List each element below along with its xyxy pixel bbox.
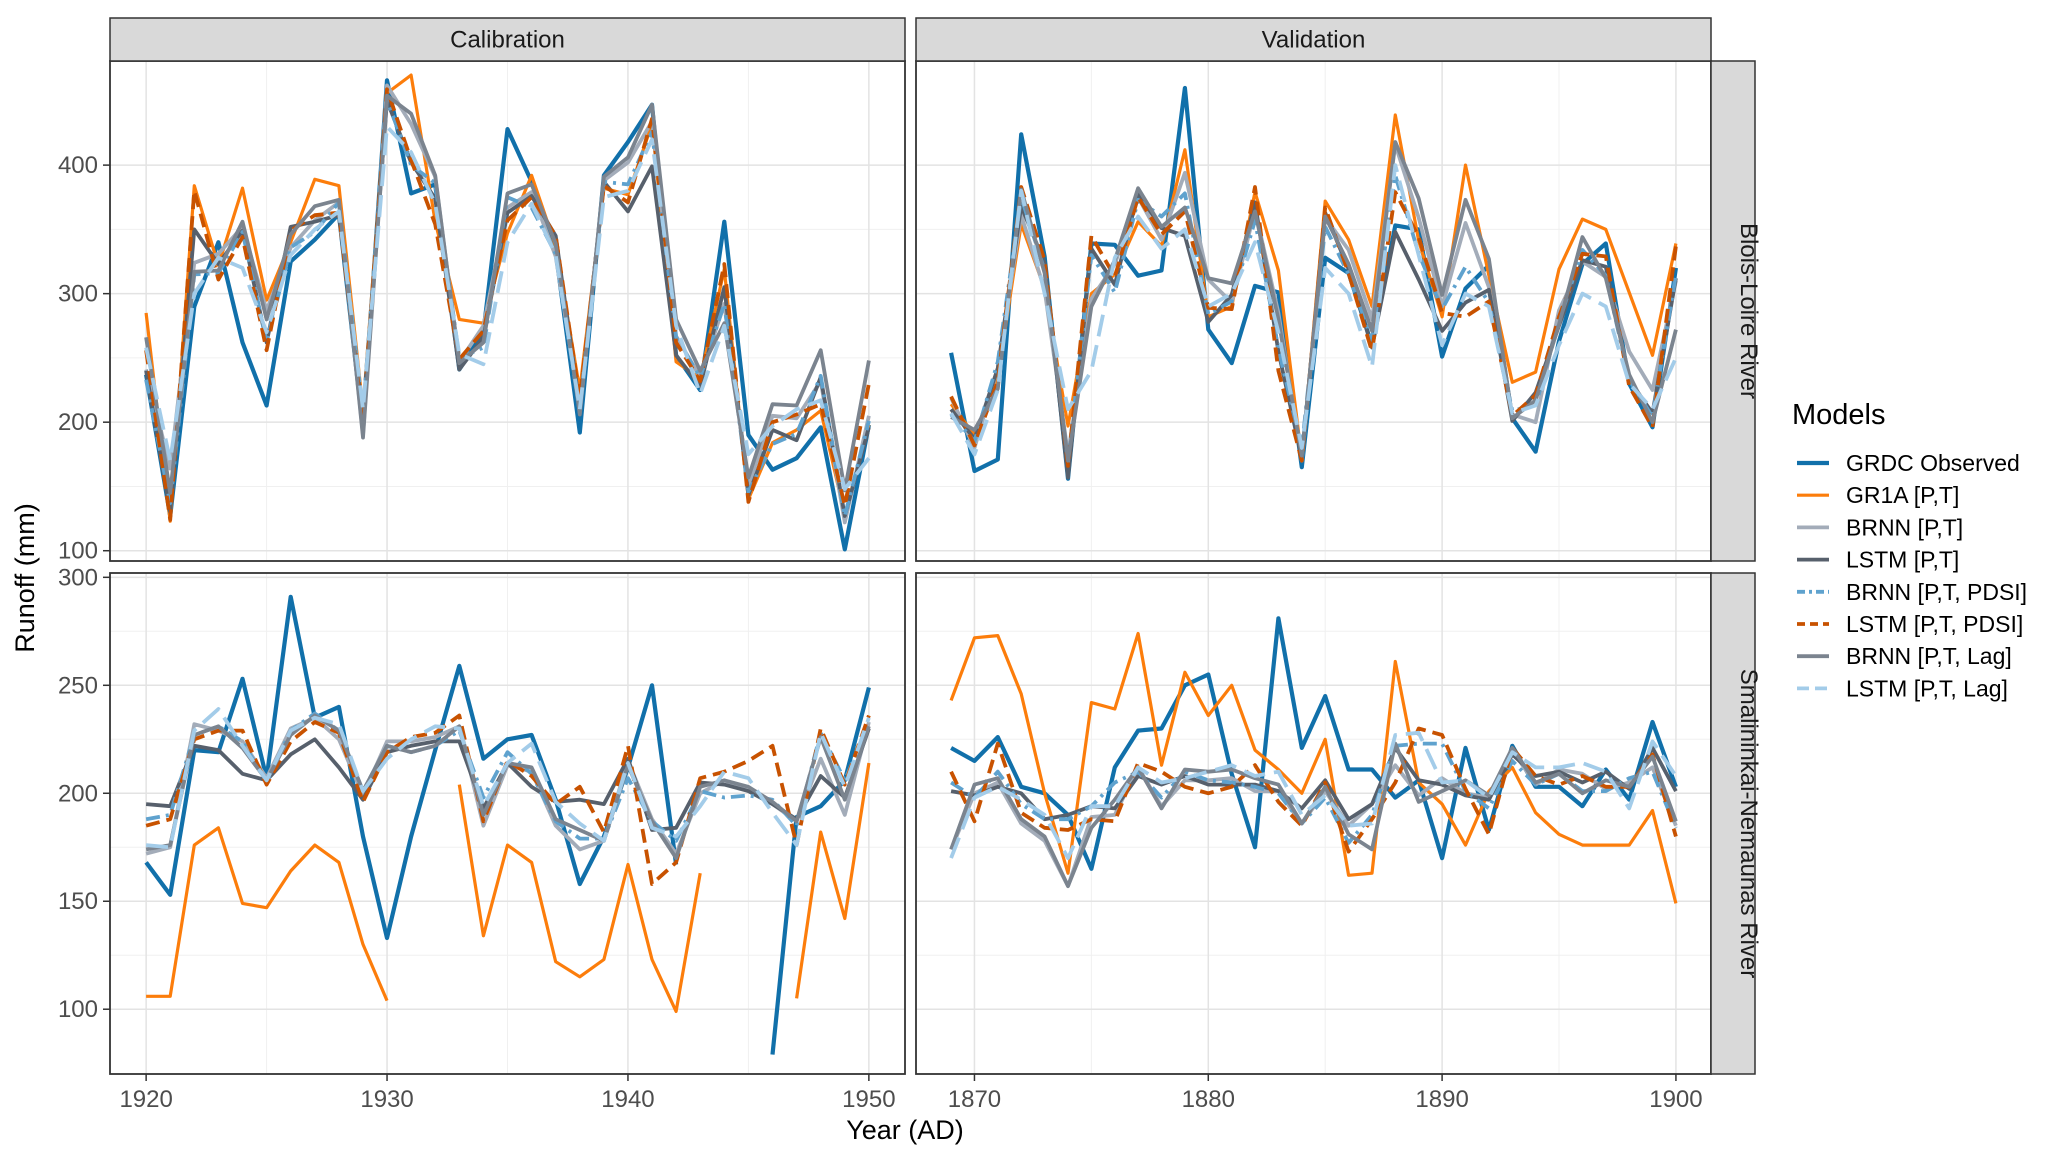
series-line-lstm-p-t-pdsi: [949, 726, 1678, 854]
legend-item-brnn-p-t-pdsi: BRNN [P,T, PDSI]: [1797, 579, 2027, 605]
panel-calibration-blois-loire-river: [109, 60, 906, 562]
series-line-grdc-observed: [144, 594, 871, 1055]
legend-item-lstm-p-t-pdsi: LSTM [P,T, PDSI]: [1797, 611, 2023, 637]
legend-label-brnn-p-t-lag: BRNN [P,T, Lag]: [1846, 643, 2012, 669]
x-axis-title: Year (AD): [846, 1115, 964, 1145]
panel-validation-blois-loire-river: [915, 60, 1712, 562]
y-axis-title: Runoff (mm): [10, 503, 40, 653]
x-tick-label: 1870: [948, 1086, 1001, 1113]
series-line-lstm-p-t-lag: [145, 707, 871, 850]
legend-item-lstm-p-t-lag: LSTM [P,T, Lag]: [1797, 675, 2008, 701]
legend-label-grdc-observed: GRDC Observed: [1846, 450, 2020, 476]
x-tick-label: 1920: [119, 1086, 172, 1113]
x-tick-label: 1950: [842, 1086, 895, 1113]
y-tick-label: 200: [58, 780, 98, 807]
series-line-brnn-p-t-lag: [144, 93, 871, 495]
x-tick-label: 1880: [1182, 1086, 1235, 1113]
legend-label-brnn-p-t: BRNN [P,T]: [1846, 514, 1963, 540]
y-tick-label: 400: [58, 152, 98, 179]
legend-label-brnn-p-t-pdsi: BRNN [P,T, PDSI]: [1846, 579, 2027, 605]
x-tick-label: 1930: [360, 1086, 413, 1113]
legend-label-lstm-p-t: LSTM [P,T]: [1846, 547, 1959, 573]
x-tick-label: 1890: [1415, 1086, 1468, 1113]
y-tick-label: 100: [58, 996, 98, 1023]
series-line-lstm-p-t-lag: [949, 163, 1678, 457]
legend-item-gr1a-p-t: GR1A [P,T]: [1797, 482, 1959, 508]
x-tick-label: 1900: [1649, 1086, 1702, 1113]
y-tick-label: 300: [58, 564, 98, 591]
strip-validation: [915, 17, 1712, 62]
series-line-gr1a-p-t: [949, 631, 1678, 904]
legend: Models GRDC Observed GR1A [P,T] BRNN [P,T]…: [1792, 399, 2027, 701]
panel-validation-smalininkai-nemaunas-river: [915, 572, 1712, 1075]
strip-label-calibration: Calibration: [450, 27, 565, 54]
series-line-lstm-p-t-lag: [144, 124, 871, 491]
series-line-lstm-p-t-pdsi: [144, 87, 871, 522]
series-line-grdc-observed: [950, 616, 1678, 871]
y-tick-label: 300: [58, 281, 98, 308]
legend-label-lstm-p-t-pdsi: LSTM [P,T, PDSI]: [1846, 611, 2023, 637]
y-tick-label: 250: [58, 672, 98, 699]
strip-label-smalininkai-nemaunas-river: Smalininkai-Nemaunas River: [1735, 669, 1762, 978]
y-tick-label: 100: [58, 538, 98, 565]
series-line-brnn-p-t-lag: [950, 140, 1678, 463]
strip-blois-loire-river: [1710, 60, 1756, 562]
panel-background: [916, 573, 1711, 1074]
legend-label-lstm-p-t-lag: LSTM [P,T, Lag]: [1846, 675, 2008, 701]
series-line-lstm-p-t-pdsi: [145, 713, 871, 886]
series-line-lstm-p-t-lag: [949, 730, 1678, 860]
panel-border: [109, 572, 906, 1075]
x-tick-label: 1940: [601, 1086, 654, 1113]
series-line-lstm-p-t: [950, 746, 1678, 822]
y-tick-label: 150: [58, 888, 98, 915]
y-tick-label: 200: [58, 409, 98, 436]
strips-layer: Calibration Validation Blois-Loire River Sm…: [109, 17, 1762, 1075]
strip-label-validation: Validation: [1262, 27, 1366, 54]
strip-label-blois-loire-river: Blois-Loire River: [1735, 223, 1762, 399]
strip-calibration: [109, 17, 906, 62]
legend-item-lstm-p-t: LSTM [P,T]: [1797, 547, 1959, 573]
legend-item-brnn-p-t: BRNN [P,T]: [1797, 514, 1963, 540]
legend-label-gr1a-p-t: GR1A [P,T]: [1846, 482, 1959, 508]
axes-layer: 1920 1930 1940 1950 1870 1880 1890 1900 100 200 30…: [58, 152, 1703, 1113]
series-line-grdc-observed: [144, 78, 871, 552]
strip-smalininkai-nemaunas-river: [1710, 572, 1756, 1075]
legend-title: Models: [1792, 399, 1886, 431]
panels-layer: [109, 60, 1712, 1075]
panel-calibration-smalininkai-nemaunas-river: [109, 572, 906, 1075]
legend-item-brnn-p-t-lag: BRNN [P,T, Lag]: [1797, 643, 2012, 669]
legend-item-grdc-observed: GRDC Observed: [1797, 450, 2020, 476]
series-line-gr1a-p-t: [146, 762, 871, 1013]
